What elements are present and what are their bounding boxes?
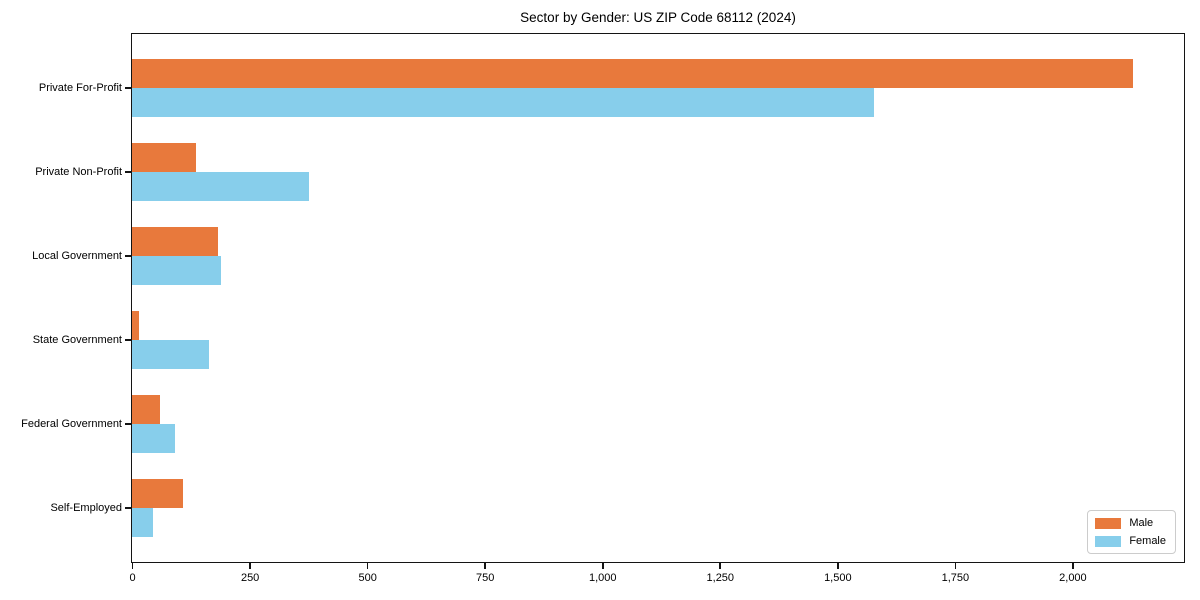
plot-area: Male Female <box>131 33 1185 563</box>
ytick-mark-local-government <box>125 255 131 257</box>
legend-label-male: Male <box>1129 517 1154 529</box>
xtick-mark-1250 <box>719 563 722 569</box>
xtick-label-1500: 1,500 <box>824 572 852 584</box>
xtick-label-1250: 1,250 <box>706 572 735 584</box>
xtick-label-1000: 1,000 <box>588 572 617 584</box>
bar-female-local-government <box>132 255 222 285</box>
xtick-mark-250 <box>249 563 251 569</box>
xtick-mark-500 <box>366 563 369 569</box>
xtick-mark-2000 <box>1072 563 1074 569</box>
ytick-label-private-non-profit: Private Non-Profit <box>35 166 122 179</box>
ytick-mark-self-employed <box>125 507 131 509</box>
bar-female-private-for-profit <box>132 87 874 117</box>
xtick-label-1750: 1,750 <box>941 572 970 584</box>
legend: Male Female <box>1087 510 1176 554</box>
legend-item-female: Female <box>1095 535 1166 547</box>
legend-swatch-female <box>1095 535 1122 547</box>
bar-male-state-government <box>132 310 140 340</box>
xtick-label-2000: 2,000 <box>1059 572 1087 584</box>
ytick-mark-private-for-profit <box>125 87 131 89</box>
bar-male-federal-government <box>132 394 160 424</box>
ytick-label-self-employed: Self-Employed <box>50 502 122 515</box>
xtick-mark-0 <box>131 563 134 569</box>
bar-female-state-government <box>132 339 209 369</box>
xtick-mark-750 <box>484 563 486 569</box>
ytick-mark-state-government <box>125 339 131 341</box>
bar-female-private-non-profit <box>132 171 310 201</box>
xtick-label-750: 750 <box>476 572 495 584</box>
ytick-label-private-for-profit: Private For-Profit <box>38 82 122 95</box>
bar-female-federal-government <box>132 423 175 453</box>
ytick-label-federal-government: Federal Government <box>21 418 122 431</box>
bar-male-private-non-profit <box>132 142 196 172</box>
bar-male-private-for-profit <box>132 58 1134 88</box>
ytick-label-state-government: State Government <box>32 334 122 347</box>
bar-male-self-employed <box>132 478 183 508</box>
ytick-mark-private-non-profit <box>125 171 131 173</box>
legend-swatch-male <box>1095 517 1122 529</box>
xtick-mark-1500 <box>837 563 839 569</box>
ytick-label-local-government: Local Government <box>32 250 122 263</box>
chart-title: Sector by Gender: US ZIP Code 68112 (202… <box>520 10 796 25</box>
ytick-mark-federal-government <box>125 423 131 425</box>
xtick-mark-1000 <box>601 563 604 569</box>
bar-female-self-employed <box>132 507 153 537</box>
xtick-mark-1750 <box>954 563 957 569</box>
legend-item-male: Male <box>1095 517 1166 529</box>
xtick-label-250: 250 <box>240 572 260 584</box>
xtick-label-500: 500 <box>358 572 377 584</box>
legend-label-female: Female <box>1129 535 1166 547</box>
bar-male-local-government <box>132 226 218 256</box>
xtick-label-0: 0 <box>129 572 136 584</box>
